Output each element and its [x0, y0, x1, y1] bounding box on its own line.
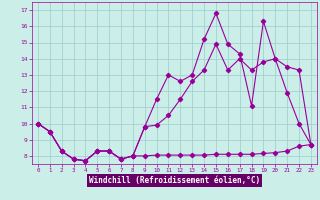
X-axis label: Windchill (Refroidissement éolien,°C): Windchill (Refroidissement éolien,°C): [89, 176, 260, 185]
